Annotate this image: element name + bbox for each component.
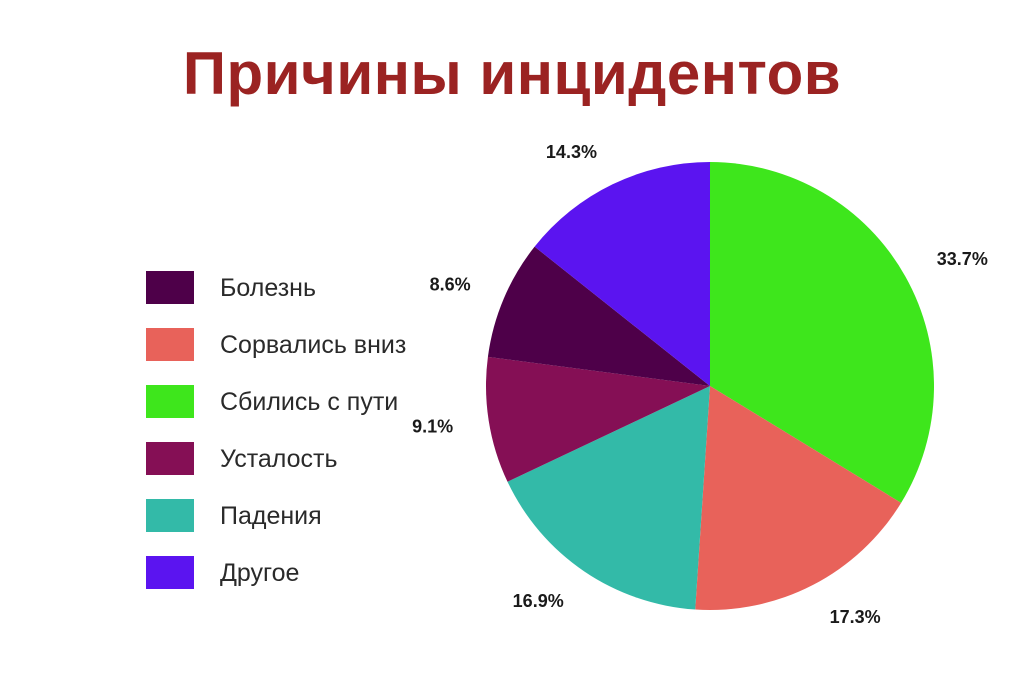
slice-value-label: 33.7% — [937, 249, 988, 269]
legend-label: Болезнь — [220, 274, 316, 302]
legend-swatch — [146, 556, 194, 589]
legend-swatch — [146, 271, 194, 304]
legend-swatch — [146, 499, 194, 532]
legend-item: Сбились с пути — [146, 385, 446, 421]
legend-label: Падения — [220, 502, 322, 530]
legend-swatch — [146, 328, 194, 361]
slice-falls — [507, 386, 710, 610]
legend-item: Усталость — [146, 442, 446, 478]
legend-label: Усталость — [220, 445, 338, 473]
slice-value-label: 14.3% — [546, 142, 597, 162]
slice-value-label: 17.3% — [830, 607, 881, 627]
slice-value-label: 9.1% — [412, 416, 453, 436]
legend-swatch — [146, 385, 194, 418]
slice-lost-way — [710, 162, 934, 503]
legend-item: Падения — [146, 499, 446, 535]
slice-fatigue — [486, 356, 710, 482]
legend-label: Сорвались вниз — [220, 331, 407, 359]
legend-swatch — [146, 442, 194, 475]
slice-fell-down — [695, 386, 902, 610]
chart-title: Причины инцидентов — [182, 40, 842, 107]
slice-value-label: 8.6% — [430, 275, 471, 295]
slice-other — [534, 162, 710, 386]
legend-label: Сбились с пути — [220, 388, 399, 416]
legend-label: Другое — [220, 559, 300, 587]
legend-item: Сорвались вниз — [146, 328, 446, 364]
slice-value-label: 16.9% — [513, 591, 564, 611]
legend-item: Болезнь — [146, 271, 446, 307]
slice-illness — [487, 246, 710, 386]
legend-item: Другое — [146, 556, 446, 592]
